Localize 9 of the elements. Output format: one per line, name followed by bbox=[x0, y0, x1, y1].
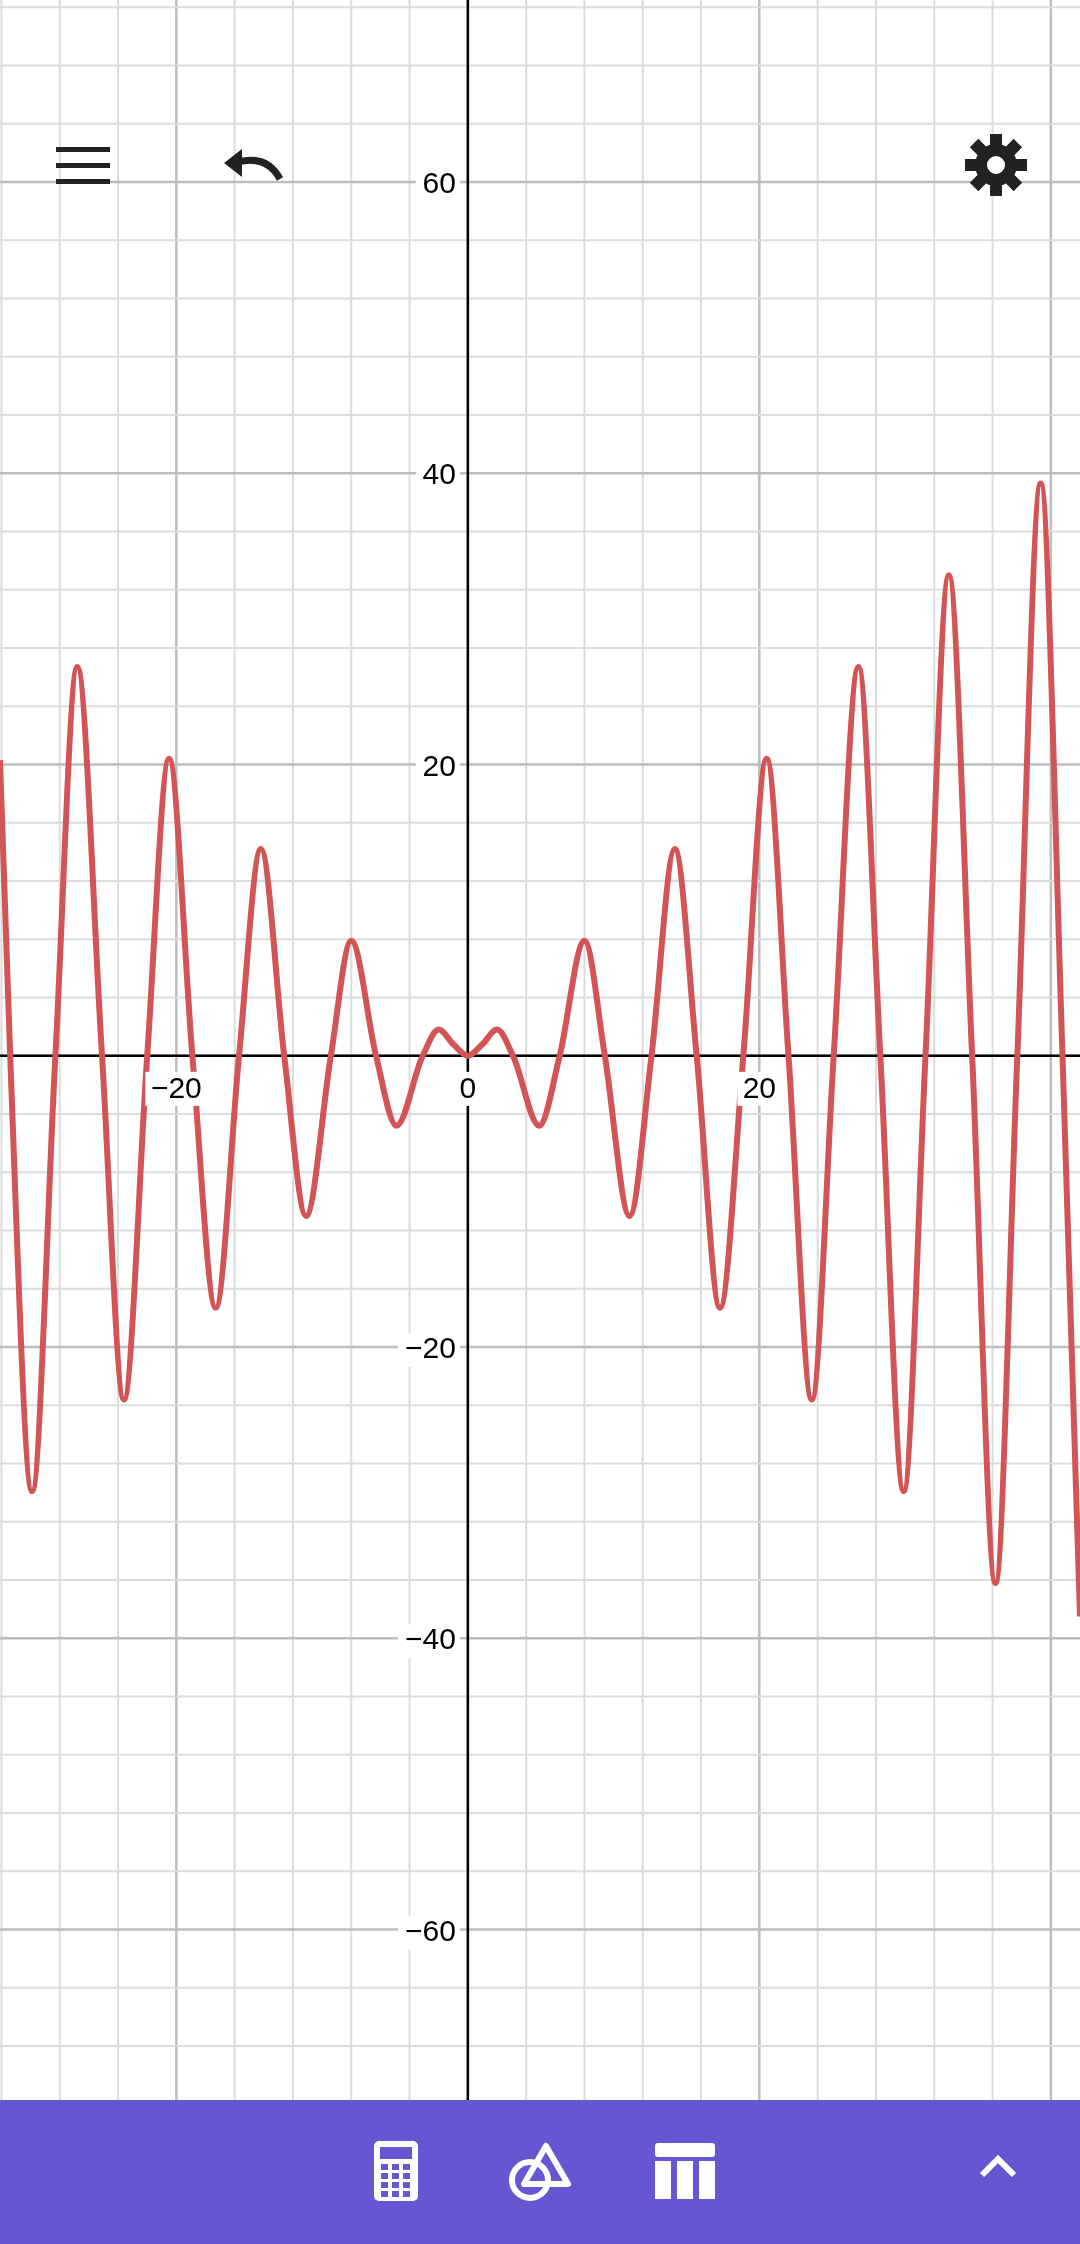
y-tick-label: −60 bbox=[404, 1913, 456, 1947]
x-tick-label: 0 bbox=[459, 1070, 477, 1104]
y-tick-label: 20 bbox=[422, 748, 456, 782]
y-tick-label: 40 bbox=[422, 457, 456, 491]
x-tick-label: 20 bbox=[742, 1070, 777, 1104]
y-tick-label: −20 bbox=[404, 1331, 456, 1365]
x-tick-label: −20 bbox=[150, 1070, 202, 1104]
y-tick-label: −40 bbox=[404, 1622, 456, 1656]
y-tick-label: 60 bbox=[422, 166, 456, 200]
